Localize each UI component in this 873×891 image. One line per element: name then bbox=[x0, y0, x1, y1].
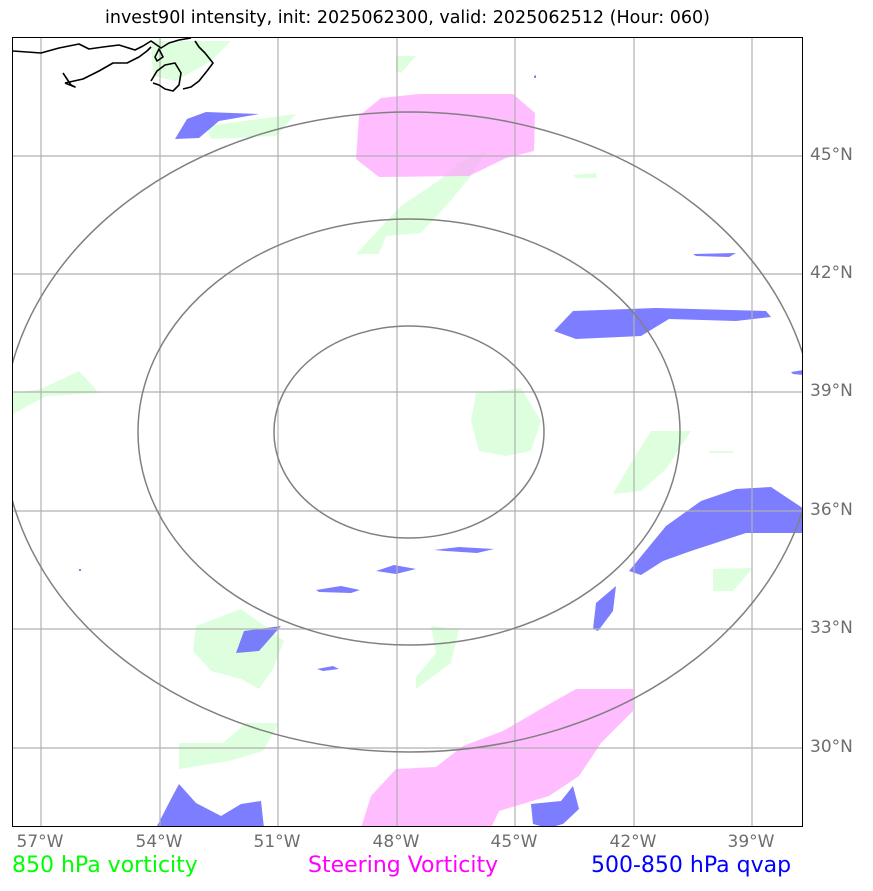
range-rings bbox=[13, 111, 802, 753]
qvap-patch bbox=[316, 586, 360, 593]
vorticity-850-patch bbox=[416, 626, 459, 689]
lat-label-39n: 39°N bbox=[810, 381, 853, 401]
qvap-patch bbox=[693, 253, 736, 257]
qvap-patch bbox=[554, 308, 771, 339]
qvap-patch bbox=[434, 547, 494, 553]
vorticity-850-patch bbox=[709, 451, 733, 453]
lat-label-33n: 33°N bbox=[810, 618, 853, 638]
plot-title: invest90l intensity, init: 2025062300, v… bbox=[105, 8, 710, 28]
qvap-layer bbox=[79, 75, 802, 826]
vorticity-850-patch bbox=[573, 173, 597, 178]
lon-label-57w: 57°W bbox=[16, 832, 64, 852]
qvap-patch bbox=[531, 786, 579, 826]
coastline-path bbox=[13, 38, 192, 54]
legend-850-vorticity: 850 hPa vorticity bbox=[12, 853, 198, 878]
vorticity-850-patch bbox=[356, 151, 486, 254]
qvap-patch bbox=[376, 565, 416, 574]
vorticity-850-patch bbox=[613, 431, 691, 494]
qvap-patch bbox=[629, 487, 802, 575]
range-ring-inner bbox=[273, 325, 545, 539]
lat-label-30n: 30°N bbox=[810, 737, 853, 757]
steering-vorticity-patch bbox=[361, 689, 633, 826]
lon-label-45w: 45°W bbox=[490, 832, 538, 852]
vorticity-850-patch bbox=[471, 388, 541, 456]
legend-qvap: 500-850 hPa qvap bbox=[591, 853, 792, 878]
lat-label-36n: 36°N bbox=[810, 500, 853, 520]
steering-vorticity-patch bbox=[356, 94, 535, 177]
graticule bbox=[13, 38, 802, 826]
coastline-path bbox=[182, 40, 214, 90]
qvap-patch bbox=[157, 784, 264, 826]
qvap-patch bbox=[79, 569, 81, 571]
lat-label-45n: 45°N bbox=[810, 145, 853, 165]
qvap-patch bbox=[317, 666, 339, 671]
range-ring-middle bbox=[137, 218, 681, 646]
lon-label-51w: 51°W bbox=[253, 832, 301, 852]
vorticity-850-patch bbox=[396, 56, 416, 73]
lon-label-48w: 48°W bbox=[372, 832, 420, 852]
coastline-path bbox=[62, 72, 76, 88]
lon-label-54w: 54°W bbox=[135, 832, 183, 852]
qvap-patch bbox=[593, 586, 616, 631]
qvap-patch bbox=[175, 112, 259, 139]
coastline-path bbox=[150, 62, 182, 92]
qvap-patch bbox=[236, 626, 281, 653]
lon-label-39w: 39°W bbox=[727, 832, 775, 852]
lon-label-42w: 42°W bbox=[609, 832, 657, 852]
vorticity-850-patch bbox=[179, 723, 279, 769]
vorticity-850-patch bbox=[206, 114, 296, 139]
vorticity-850-patch bbox=[713, 568, 753, 591]
coastline bbox=[13, 38, 214, 92]
lat-label-42n: 42°N bbox=[810, 263, 853, 283]
vorticity-850-patch bbox=[151, 41, 231, 81]
qvap-patch bbox=[534, 75, 536, 78]
map-canvas bbox=[13, 38, 802, 826]
range-ring-outer bbox=[13, 111, 802, 753]
legend-steering-vorticity: Steering Vorticity bbox=[308, 853, 499, 878]
coastline-path bbox=[154, 48, 164, 62]
qvap-patch bbox=[791, 370, 802, 375]
coastline-path bbox=[64, 46, 152, 84]
map-frame bbox=[12, 37, 803, 827]
